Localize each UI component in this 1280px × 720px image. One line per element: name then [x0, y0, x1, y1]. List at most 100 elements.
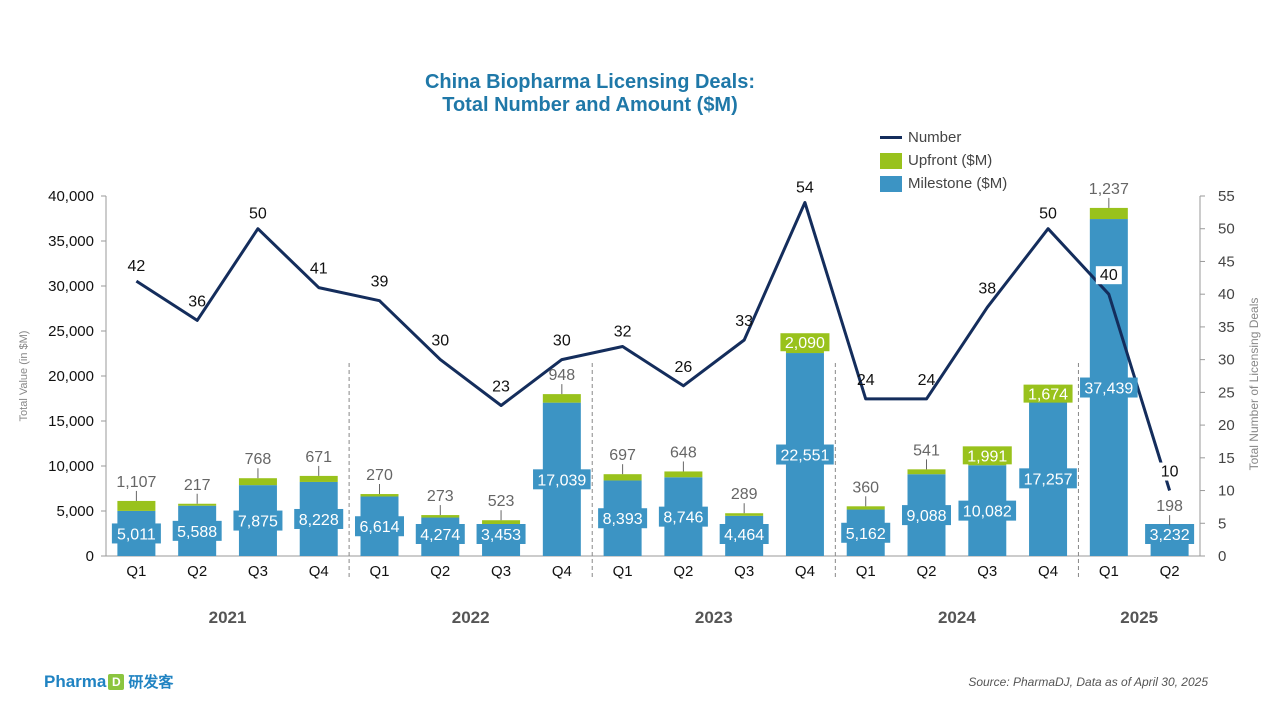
brand-logo: Pharma D 研发客 [44, 671, 173, 692]
milestone-data-label: 4,274 [420, 527, 460, 544]
left-tick-label: 0 [86, 548, 94, 565]
upfront-label-bg [1023, 384, 1073, 403]
upfront-data-label: 2,090 [785, 335, 825, 352]
number-label-bg [1156, 462, 1183, 481]
legend-item-upfront: Upfront ($M) [880, 149, 1007, 172]
source-note: Source: PharmaDJ, Data as of April 30, 2… [968, 675, 1208, 689]
upfront-data-label: 270 [366, 467, 393, 484]
right-tick-label: 40 [1218, 286, 1235, 303]
category-label: Q1 [613, 563, 633, 580]
upfront-bar [117, 500, 156, 511]
left-tick-label: 30,000 [48, 278, 94, 295]
upfront-data-label: 198 [1156, 498, 1183, 515]
upfront-data-label: 541 [913, 442, 940, 459]
number-data-label: 50 [1039, 206, 1057, 223]
category-label: Q2 [430, 563, 450, 580]
upfront-data-label: 1,674 [1028, 387, 1068, 404]
milestone-data-label: 3,453 [481, 527, 521, 544]
right-tick-label: 5 [1218, 515, 1226, 532]
milestone-label-bg [233, 510, 283, 531]
upfront-bar [907, 469, 946, 475]
upfront-bar [846, 506, 885, 510]
upfront-bar [482, 520, 521, 525]
milestone-data-label: 5,588 [177, 524, 217, 541]
left-tick-label: 5,000 [56, 503, 94, 520]
upfront-label-bg [962, 446, 1012, 465]
upfront-bar [542, 394, 581, 403]
right-tick-label: 35 [1218, 319, 1235, 336]
upfront-data-label: 360 [852, 479, 879, 496]
left-tick-label: 15,000 [48, 413, 94, 430]
year-label: 2021 [209, 608, 247, 627]
number-data-label: 33 [735, 313, 753, 330]
number-data-label: 24 [918, 372, 936, 389]
category-label: Q2 [916, 563, 936, 580]
number-data-label: 50 [249, 206, 267, 223]
left-tick-label: 35,000 [48, 233, 94, 250]
category-label: Q4 [552, 563, 572, 580]
category-label: Q2 [1160, 563, 1180, 580]
number-data-label: 40 [1100, 267, 1118, 284]
legend: Number Upfront ($M) Milestone ($M) [880, 126, 1007, 195]
right-tick-label: 45 [1218, 253, 1235, 270]
number-data-label: 36 [188, 293, 206, 310]
chart-title: China Biopharma Licensing Deals: Total N… [0, 71, 1180, 117]
number-data-label: 54 [796, 180, 814, 197]
upfront-bar [603, 474, 642, 481]
milestone-data-label: 6,614 [359, 519, 399, 536]
upfront-data-label: 217 [184, 477, 211, 494]
milestone-data-label: 3,232 [1150, 527, 1190, 544]
right-tick-label: 10 [1218, 483, 1235, 500]
category-label: Q1 [856, 563, 876, 580]
number-data-label: 26 [674, 359, 692, 376]
category-label: Q4 [1038, 563, 1058, 580]
milestone-data-label: 8,228 [299, 512, 339, 529]
milestone-label-bg [172, 520, 222, 541]
upfront-data-label: 697 [609, 447, 636, 464]
legend-milestone-swatch [880, 175, 902, 192]
right-tick-label: 30 [1218, 352, 1235, 369]
legend-label-number: Number [908, 129, 962, 146]
chart-title-line1: China Biopharma Licensing Deals: [424, 71, 756, 93]
number-data-label: 30 [553, 333, 571, 350]
milestone-label-bg [111, 523, 161, 544]
number-data-label: 10 [1161, 464, 1179, 481]
legend-upfront-swatch [880, 152, 902, 169]
category-label: Q3 [248, 563, 268, 580]
milestone-label-bg [476, 524, 526, 544]
logo-cn-text: 研发客 [128, 674, 174, 691]
milestone-label-bg [598, 508, 648, 529]
milestone-data-label: 5,011 [117, 526, 156, 543]
upfront-data-label: 1,991 [967, 448, 1007, 465]
left-tick-label: 20,000 [48, 368, 94, 385]
upfront-data-label: 648 [670, 444, 697, 461]
logo-text: Pharma [44, 671, 107, 691]
number-data-label: 32 [614, 324, 632, 341]
milestone-label-bg [1019, 468, 1077, 489]
milestone-data-label: 4,464 [724, 527, 764, 544]
upfront-bar [421, 515, 460, 518]
right-tick-label: 15 [1218, 450, 1235, 467]
category-label: Q1 [369, 563, 389, 580]
milestone-data-label: 7,875 [238, 514, 278, 531]
legend-label-upfront: Upfront ($M) [908, 152, 993, 169]
category-label: Q4 [309, 563, 329, 580]
milestone-label-bg [902, 505, 951, 526]
upfront-bar [664, 471, 703, 478]
upfront-data-label: 273 [427, 488, 454, 505]
milestone-label-bg [1080, 377, 1138, 398]
milestone-data-label: 17,257 [1024, 471, 1073, 488]
number-data-label: 38 [978, 280, 996, 297]
right-tick-label: 55 [1218, 188, 1235, 205]
upfront-data-label: 1,107 [116, 474, 156, 491]
number-data-label: 41 [310, 261, 328, 278]
upfront-bar [299, 475, 338, 482]
number-data-label: 39 [371, 274, 389, 291]
category-label: Q2 [673, 563, 693, 580]
milestone-data-label: 5,162 [846, 526, 886, 543]
upfront-data-label: 768 [245, 451, 272, 468]
milestone-data-label: 8,393 [603, 511, 643, 528]
milestone-label-bg [958, 500, 1017, 521]
milestone-label-bg [658, 506, 708, 527]
